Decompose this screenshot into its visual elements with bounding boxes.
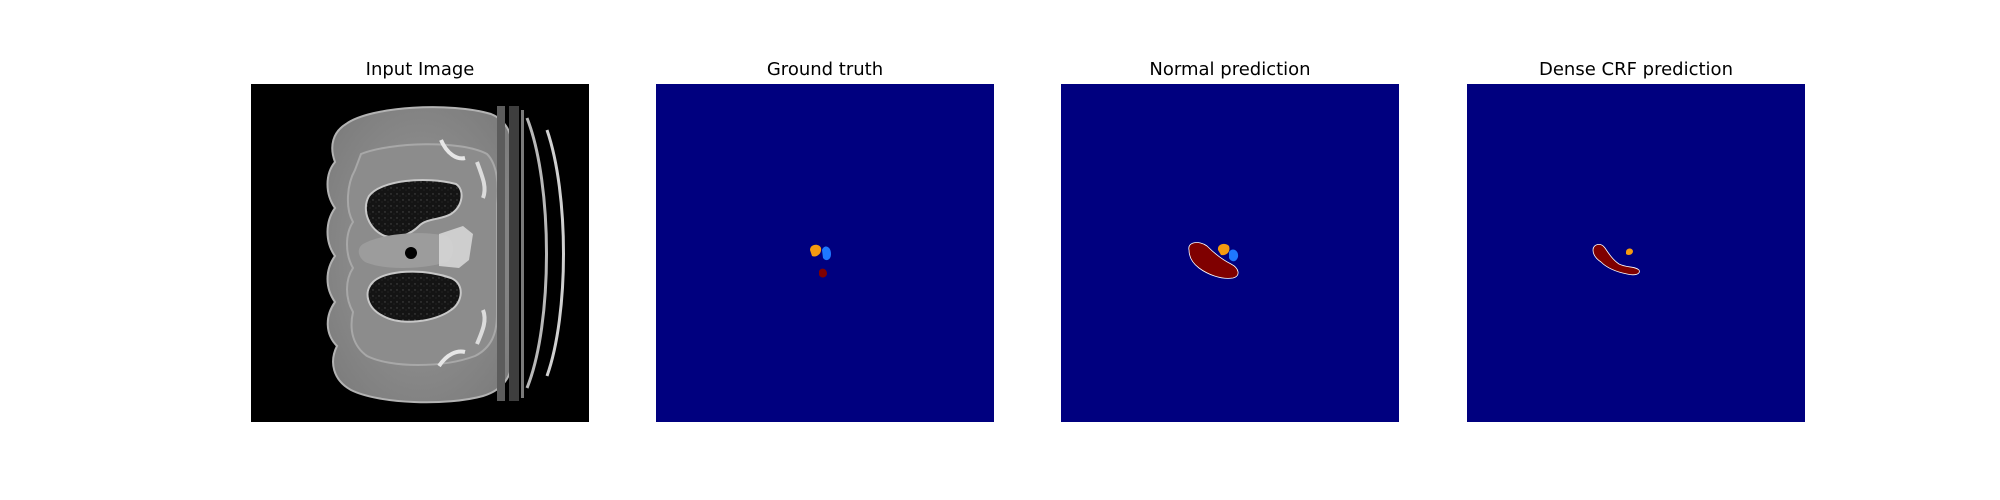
panel-normal-prediction: Normal prediction [1061, 0, 1399, 500]
orange-region [1217, 243, 1230, 256]
ground-truth-svg [656, 84, 994, 422]
panel-title: Input Image [365, 59, 475, 80]
blue-region [822, 246, 831, 261]
trachea-dot [405, 247, 417, 259]
normal-prediction-svg [1061, 84, 1399, 422]
panel-input-image: Input Image [251, 0, 589, 500]
blue-region [1229, 249, 1239, 262]
panel-title: Ground truth [766, 59, 884, 80]
ct-scan-image [251, 84, 589, 422]
dense-crf-prediction-svg [1467, 84, 1805, 422]
ground-truth-mask [656, 84, 994, 422]
panel-title: Normal prediction [1149, 59, 1311, 80]
normal-prediction-mask [1061, 84, 1399, 422]
panel-title: Dense CRF prediction [1539, 59, 1733, 80]
darkred-region [819, 268, 827, 278]
panel-dense-crf-prediction: Dense CRF prediction [1467, 0, 1805, 500]
panel-ground-truth: Ground truth [656, 0, 994, 500]
dense-crf-prediction-mask [1467, 84, 1805, 422]
ct-scan-svg [251, 84, 589, 422]
orange-region [810, 244, 822, 257]
orange-region [1626, 248, 1633, 255]
darkred-region [1592, 244, 1640, 276]
darkred-region [1188, 242, 1239, 279]
